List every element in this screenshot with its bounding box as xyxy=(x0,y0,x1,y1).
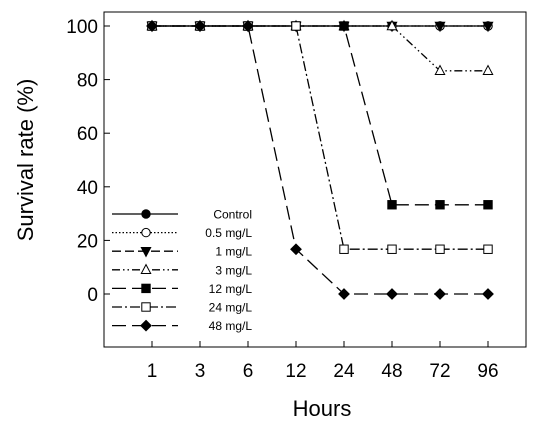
series-line xyxy=(152,25,488,72)
legend: Control 0.5 mg/L 1 mg/L 3 mg/L 12 mg/L 24 mg/… xyxy=(112,208,252,333)
legend-label: 12 mg/L xyxy=(209,282,253,296)
series-4 xyxy=(147,21,493,210)
data-point xyxy=(387,200,397,210)
legend-marker xyxy=(140,263,152,274)
data-point xyxy=(387,244,397,254)
data-point xyxy=(386,19,398,31)
data-point xyxy=(434,64,446,75)
legend-label: 24 mg/L xyxy=(209,301,253,315)
data-point xyxy=(434,21,446,33)
y-tick-label: 20 xyxy=(77,231,98,252)
data-point xyxy=(435,200,445,210)
data-point xyxy=(386,288,398,300)
data-point xyxy=(146,20,158,32)
data-point xyxy=(290,243,302,256)
legend-marker xyxy=(141,227,151,238)
legend-label: 1 mg/L xyxy=(215,245,252,259)
y-axis-title: Survival rate (%) xyxy=(13,79,38,242)
data-point xyxy=(242,20,254,32)
data-point xyxy=(435,244,445,254)
y-tick-label: 80 xyxy=(77,71,98,92)
data-point xyxy=(482,64,494,75)
legend-entry: 1 mg/L xyxy=(112,245,252,259)
x-tick-label: 12 xyxy=(285,361,306,382)
data-point xyxy=(339,21,349,31)
legend-marker xyxy=(140,247,152,258)
legend-label: 3 mg/L xyxy=(215,263,252,277)
plot-frame xyxy=(103,11,527,348)
legend-marker xyxy=(140,319,152,332)
series-layer xyxy=(146,19,494,300)
legend-marker xyxy=(141,283,151,294)
x-tick-label: 6 xyxy=(243,361,254,382)
x-tick-label: 48 xyxy=(381,361,402,382)
x-tick-label: 3 xyxy=(195,361,206,382)
y-tick-label: 40 xyxy=(77,178,98,199)
legend-marker xyxy=(141,209,151,219)
series-line xyxy=(152,25,488,250)
legend-entry: 12 mg/L xyxy=(112,282,252,296)
x-axis-title: Hours xyxy=(293,396,352,421)
data-point xyxy=(338,288,350,300)
y-tick-label: 0 xyxy=(87,285,98,306)
data-point xyxy=(483,200,493,210)
legend-label: Control xyxy=(213,208,252,222)
legend-entry: 48 mg/L xyxy=(112,319,252,333)
data-point xyxy=(291,21,301,31)
data-point xyxy=(482,288,494,300)
series-line xyxy=(152,25,488,206)
legend-label: 48 mg/L xyxy=(209,319,253,333)
legend-entry: Control xyxy=(112,208,252,222)
axes: 0 20 40 60 80 100 1 3 6 12 24 48 72 96 xyxy=(66,11,527,382)
x-tick-label: 24 xyxy=(333,361,355,382)
x-tick-label: 1 xyxy=(147,361,158,382)
legend-entry: 0.5 mg/L xyxy=(112,226,252,240)
x-tick-label: 96 xyxy=(477,361,498,382)
legend-label: 0.5 mg/L xyxy=(205,226,252,240)
y-tick-label: 100 xyxy=(66,17,98,38)
x-tick-label: 72 xyxy=(429,361,450,382)
series-6 xyxy=(146,20,494,300)
legend-marker xyxy=(141,302,151,312)
series-5 xyxy=(147,21,493,254)
data-point xyxy=(434,288,446,300)
data-point xyxy=(194,20,206,32)
data-point xyxy=(483,244,493,254)
y-tick-label: 60 xyxy=(77,124,98,145)
legend-entry: 3 mg/L xyxy=(112,263,252,277)
data-point xyxy=(482,21,494,33)
data-point xyxy=(339,244,349,254)
legend-entry: 24 mg/L xyxy=(112,301,252,315)
